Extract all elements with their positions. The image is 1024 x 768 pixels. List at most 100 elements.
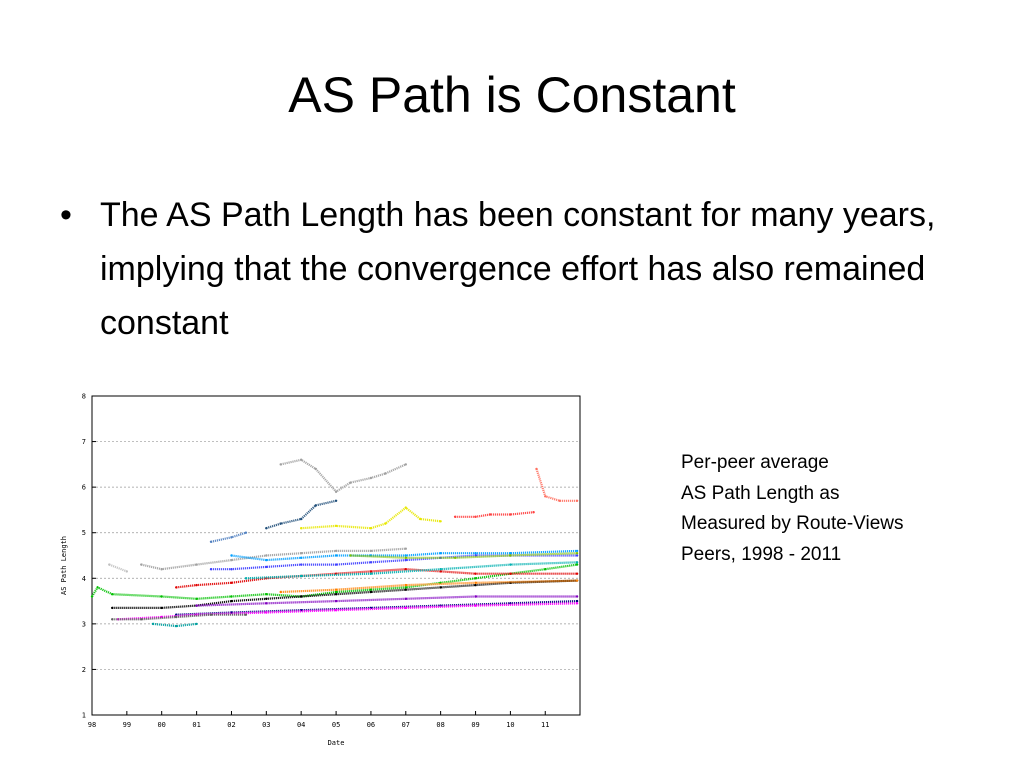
x-tick-label: 04 xyxy=(297,721,305,729)
series-line xyxy=(280,579,578,594)
series-line xyxy=(176,568,578,589)
data-point xyxy=(575,552,579,555)
data-point xyxy=(195,622,198,626)
data-point xyxy=(111,606,114,610)
data-point xyxy=(151,622,155,626)
caption-line: Peers, 1998 - 2011 xyxy=(681,543,842,565)
data-point xyxy=(300,527,303,530)
x-tick-label: 00 xyxy=(157,721,165,729)
data-point xyxy=(140,563,143,566)
data-point xyxy=(404,554,407,557)
data-point xyxy=(453,515,457,518)
data-point xyxy=(575,499,579,502)
series-line xyxy=(535,468,578,502)
data-point xyxy=(265,554,268,557)
x-tick-label: 02 xyxy=(227,721,235,729)
data-point xyxy=(404,463,407,466)
y-tick-label: 3 xyxy=(82,620,86,628)
data-point xyxy=(404,556,407,559)
caption-line: Measured by Route-Views xyxy=(681,513,904,534)
data-point xyxy=(474,595,477,598)
data-point xyxy=(125,570,128,573)
data-point xyxy=(175,615,178,619)
data-point xyxy=(384,472,387,475)
data-point xyxy=(96,586,99,589)
x-axis-label: Date xyxy=(328,739,345,747)
data-point xyxy=(369,572,373,575)
data-point xyxy=(575,579,579,582)
data-point xyxy=(404,583,407,587)
data-point xyxy=(349,481,352,484)
data-point xyxy=(532,511,535,514)
data-point xyxy=(244,531,248,534)
data-point xyxy=(349,554,352,557)
x-tick-label: 03 xyxy=(262,721,270,729)
data-point xyxy=(439,586,442,589)
data-point xyxy=(209,568,213,571)
y-axis-label: AS Path Length xyxy=(60,536,68,595)
x-tick-label: 10 xyxy=(506,721,514,729)
data-point xyxy=(314,504,317,507)
series-line xyxy=(231,549,578,562)
data-point xyxy=(140,618,143,621)
data-point xyxy=(108,563,111,566)
data-point xyxy=(279,463,282,466)
x-tick-label: 01 xyxy=(192,721,200,729)
data-point xyxy=(230,558,233,562)
y-tick-label: 5 xyxy=(82,529,86,537)
data-point xyxy=(369,527,373,530)
data-point xyxy=(575,572,579,575)
y-tick-label: 1 xyxy=(82,712,86,720)
slide-title: AS Path is Constant xyxy=(288,67,736,123)
data-point xyxy=(474,581,477,584)
x-tick-label: 11 xyxy=(541,721,549,729)
data-point xyxy=(384,522,387,525)
bullet-marker-icon: • xyxy=(60,196,72,234)
data-point xyxy=(404,558,407,562)
chart-caption: Per-peer average AS Path Length as Measu… xyxy=(681,448,1001,570)
data-point xyxy=(509,554,512,557)
data-point xyxy=(369,590,373,594)
data-point xyxy=(474,604,477,607)
chart-svg: 1 2 3 4 5 6 7 8 98 99 00 01 02 03 04 05 06 07 08 09 10 11 Date… xyxy=(60,393,581,747)
data-point xyxy=(334,524,338,528)
data-point xyxy=(544,495,547,498)
data-point xyxy=(439,520,442,523)
x-tick-label: 07 xyxy=(402,721,410,729)
data-point xyxy=(300,595,303,598)
data-point xyxy=(230,536,233,539)
data-point xyxy=(474,515,477,518)
y-tick-label: 8 xyxy=(82,393,86,401)
data-point xyxy=(300,552,303,555)
data-point xyxy=(334,609,338,612)
as-path-length-chart: 1 2 3 4 5 6 7 8 98 99 00 01 02 03 04 05 06 07 08 09 10 11 Date… xyxy=(56,388,586,752)
data-point xyxy=(209,613,213,616)
data-point xyxy=(160,606,163,610)
data-point xyxy=(369,549,373,553)
data-point xyxy=(509,552,512,555)
y-tick-label: 2 xyxy=(82,666,86,674)
data-point xyxy=(111,618,114,621)
data-point xyxy=(575,554,579,557)
x-tick-label: 06 xyxy=(367,721,375,729)
data-point xyxy=(334,490,338,493)
y-tick-label: 4 xyxy=(82,575,86,583)
data-point xyxy=(575,563,579,566)
data-point xyxy=(300,458,303,461)
data-point xyxy=(369,588,373,591)
series-line xyxy=(108,563,128,573)
data-point xyxy=(404,568,407,571)
y-tick-label: 6 xyxy=(82,484,86,492)
data-point xyxy=(160,595,163,598)
data-point xyxy=(300,517,303,521)
data-point xyxy=(90,595,94,598)
data-point xyxy=(439,570,442,573)
data-point xyxy=(474,583,477,587)
data-point xyxy=(535,467,538,471)
data-point xyxy=(230,595,233,598)
data-point xyxy=(195,604,198,607)
y-tick-label: 7 xyxy=(82,438,86,446)
x-tick-label: 99 xyxy=(123,721,131,729)
data-point xyxy=(111,593,114,596)
data-point xyxy=(439,568,442,571)
